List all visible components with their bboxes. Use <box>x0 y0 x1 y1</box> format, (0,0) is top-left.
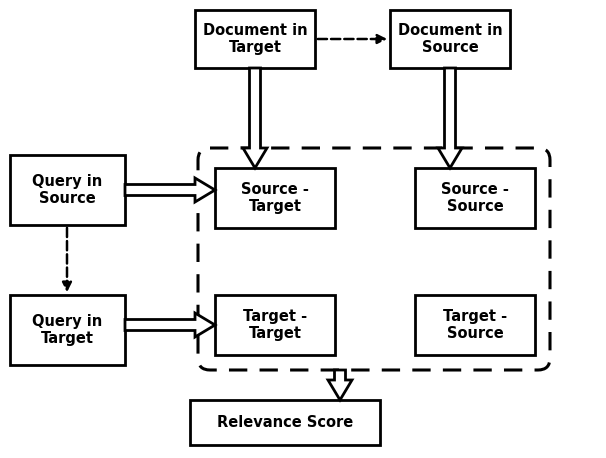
Text: Target -
Target: Target - Target <box>243 309 307 341</box>
Text: Target -
Source: Target - Source <box>443 309 507 341</box>
Bar <box>415 295 535 355</box>
Text: Source -
Source: Source - Source <box>441 182 509 214</box>
Text: Source -
Target: Source - Target <box>241 182 309 214</box>
Polygon shape <box>328 370 352 400</box>
Text: Document in
Source: Document in Source <box>398 23 502 55</box>
Text: Relevance Score: Relevance Score <box>217 415 353 430</box>
Bar <box>415 168 535 228</box>
Polygon shape <box>125 313 215 337</box>
Bar <box>215 295 335 355</box>
Bar <box>190 400 380 445</box>
Polygon shape <box>438 68 462 168</box>
Bar <box>10 295 125 365</box>
Bar <box>10 155 125 225</box>
Polygon shape <box>125 178 215 202</box>
Text: Query in
Source: Query in Source <box>32 174 102 206</box>
Text: Document in
Target: Document in Target <box>202 23 307 55</box>
Bar <box>195 10 315 68</box>
Bar <box>390 10 510 68</box>
Polygon shape <box>243 68 267 168</box>
Text: Query in
Target: Query in Target <box>32 314 102 346</box>
Bar <box>215 168 335 228</box>
